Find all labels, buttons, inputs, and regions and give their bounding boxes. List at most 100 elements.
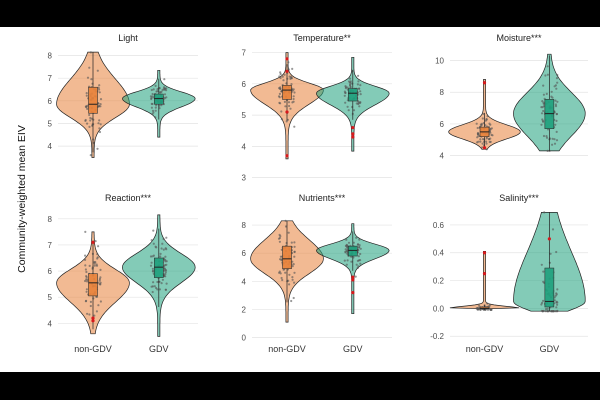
data-point	[90, 78, 93, 81]
data-point	[165, 282, 168, 285]
data-point	[540, 309, 543, 312]
data-point	[99, 123, 102, 126]
data-point	[284, 219, 287, 222]
data-point	[556, 73, 559, 77]
data-point	[354, 275, 357, 278]
data-point	[293, 125, 296, 128]
data-point	[345, 263, 348, 266]
data-point	[285, 120, 288, 123]
x-category-label: non-GDV	[268, 344, 306, 354]
data-point	[544, 310, 547, 313]
data-point	[359, 262, 362, 265]
data-point	[549, 252, 552, 255]
x-category-label: GDV	[343, 344, 363, 354]
data-point	[343, 94, 346, 97]
data-point	[89, 51, 92, 54]
data-point	[84, 279, 87, 283]
data-point	[541, 100, 544, 103]
data-point	[160, 282, 163, 285]
data-point	[150, 285, 153, 288]
data-point	[152, 88, 155, 91]
data-point	[84, 258, 87, 261]
data-point	[97, 122, 100, 125]
data-point	[490, 308, 493, 311]
data-point	[278, 240, 281, 243]
data-point	[358, 105, 361, 108]
y-tick-label: 4	[242, 277, 247, 286]
data-point	[165, 236, 168, 239]
data-point	[479, 138, 482, 141]
outlier-point	[482, 251, 487, 255]
data-point	[278, 87, 281, 90]
data-point	[556, 81, 559, 84]
data-point	[282, 79, 285, 82]
data-point	[151, 290, 154, 294]
data-point	[489, 131, 492, 134]
data-point	[89, 119, 92, 122]
data-point	[357, 259, 361, 262]
box	[154, 93, 164, 105]
box	[88, 86, 98, 114]
y-tick-label: 8	[48, 215, 53, 224]
data-point	[163, 78, 166, 81]
data-point	[349, 85, 352, 89]
data-point	[554, 99, 557, 102]
data-point	[550, 90, 553, 93]
data-point	[98, 119, 101, 122]
data-point	[151, 92, 154, 96]
data-point	[540, 112, 544, 115]
data-point	[151, 109, 155, 112]
data-point	[290, 299, 293, 303]
data-point	[291, 278, 294, 281]
y-tick-label: 8	[48, 52, 53, 61]
y-tick-label: 4	[440, 152, 445, 161]
data-point	[344, 86, 348, 89]
data-point	[542, 120, 545, 123]
data-point	[99, 300, 102, 303]
data-point	[343, 90, 346, 93]
data-point	[293, 241, 296, 244]
data-point	[551, 143, 554, 146]
data-point	[162, 248, 165, 251]
data-point	[488, 122, 491, 125]
data-point	[356, 266, 359, 270]
data-point	[164, 288, 167, 291]
outlier-point	[482, 272, 487, 276]
data-point	[350, 260, 353, 263]
data-point	[343, 259, 346, 262]
data-point	[551, 137, 554, 140]
data-point	[356, 243, 360, 246]
outlier-point	[482, 81, 487, 85]
y-tick-label: 0	[242, 334, 247, 343]
outlier-point	[351, 126, 355, 130]
data-point	[489, 127, 492, 130]
data-point	[358, 244, 361, 247]
data-point	[291, 101, 294, 104]
data-point	[292, 296, 295, 300]
data-point	[152, 254, 155, 257]
data-point	[482, 112, 485, 115]
data-point	[96, 257, 99, 260]
data-point	[97, 245, 100, 248]
outlier-point	[285, 69, 289, 73]
panel-moisture: Moisture*** 4 6 8 10	[435, 33, 588, 161]
data-point	[553, 299, 556, 302]
data-point	[150, 102, 153, 105]
data-point	[159, 255, 162, 258]
data-point	[476, 126, 479, 130]
data-point	[89, 154, 92, 157]
data-point	[357, 74, 360, 77]
data-point	[99, 281, 102, 284]
y-tick-label: 5	[48, 119, 53, 128]
data-point	[89, 116, 92, 120]
data-point	[160, 247, 163, 250]
data-point	[85, 270, 88, 274]
box	[347, 245, 358, 257]
data-point	[485, 118, 488, 121]
data-point	[555, 306, 558, 309]
data-point	[85, 105, 88, 108]
data-point	[345, 238, 348, 241]
data-point	[349, 83, 352, 86]
outlier-point	[351, 135, 355, 139]
data-point	[150, 239, 153, 242]
